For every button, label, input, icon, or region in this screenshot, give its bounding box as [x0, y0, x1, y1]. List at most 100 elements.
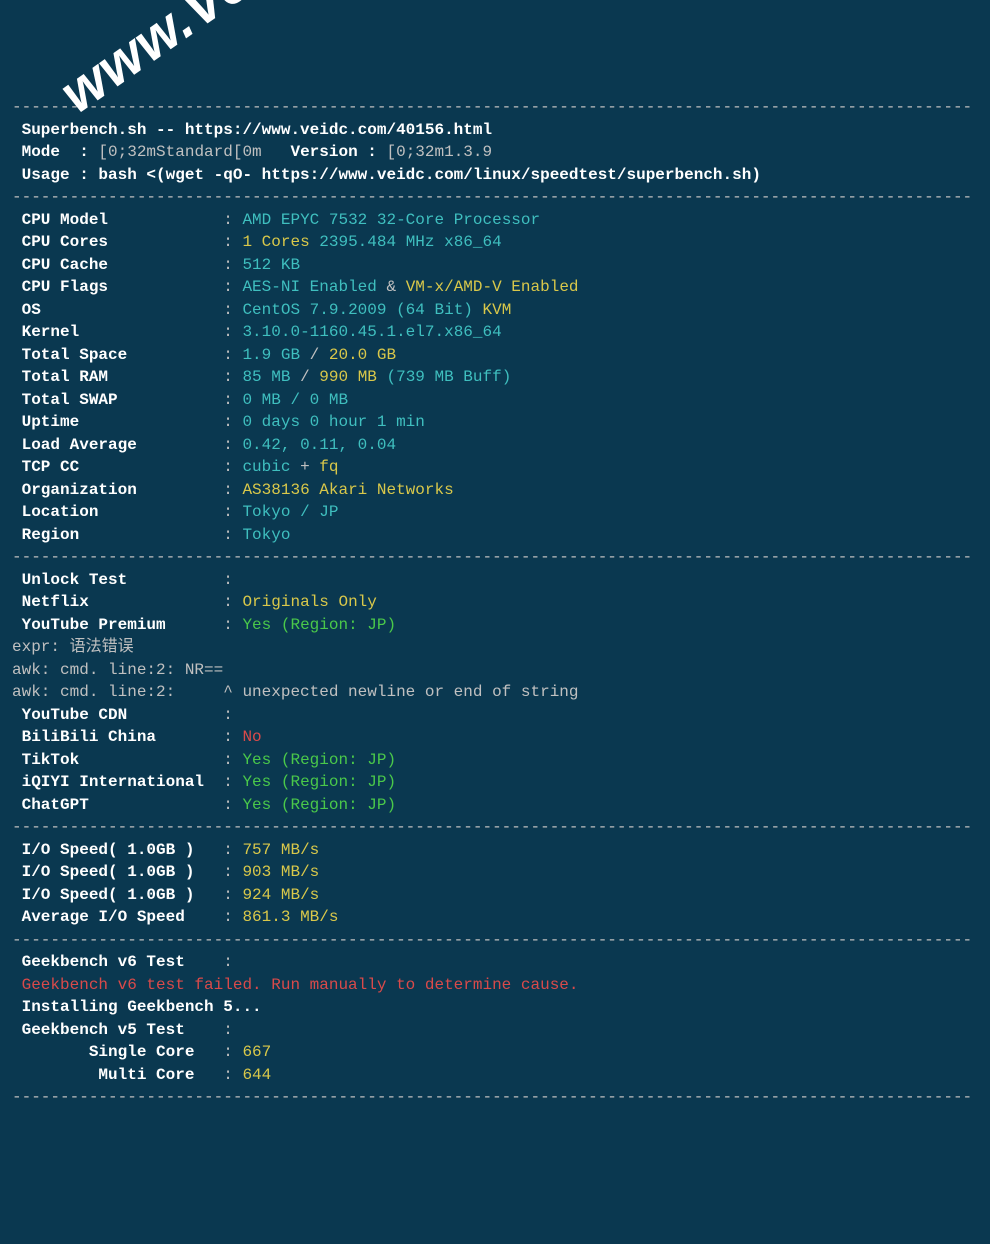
field-value: No [242, 728, 261, 746]
field-value: 85 MB [242, 368, 290, 386]
sysinfo-row: Location : Tokyo / JP [12, 501, 978, 524]
field-value: Tokyo / JP [242, 503, 338, 521]
geekbench-v5-header: Geekbench v5 Test : [12, 1019, 978, 1042]
field-value: 0 days 0 hour 1 min [242, 413, 424, 431]
sysinfo-row: Load Average : 0.42, 0.11, 0.04 [12, 434, 978, 457]
sysinfo-row: Region : Tokyo [12, 524, 978, 547]
unlock-row: Netflix : Originals Only [12, 591, 978, 614]
unlock-row: YouTube CDN : [12, 704, 978, 727]
field-value: 990 MB [319, 368, 377, 386]
field-label: Load Average [12, 436, 214, 454]
field-label: ChatGPT [12, 796, 214, 814]
sysinfo-row: CPU Cores : 1 Cores 2395.484 MHz x86_64 [12, 231, 978, 254]
field-value: 0 MB / 0 MB [242, 391, 348, 409]
sysinfo-row: Total SWAP : 0 MB / 0 MB [12, 389, 978, 412]
field-value: 1.9 GB [242, 346, 300, 364]
geekbench-v6-fail: Geekbench v6 test failed. Run manually t… [12, 974, 978, 997]
error-line: expr: 语法错误 [12, 636, 978, 659]
sysinfo-row: Total RAM : 85 MB / 990 MB (739 MB Buff) [12, 366, 978, 389]
field-value: fq [319, 458, 338, 476]
unlock-row: TikTok : Yes (Region: JP) [12, 749, 978, 772]
field-label: Unlock Test [12, 571, 214, 589]
field-label: Region [12, 526, 214, 544]
io-row: I/O Speed( 1.0GB ) : 924 MB/s [12, 884, 978, 907]
field-value: 20.0 GB [329, 346, 396, 364]
io-row: I/O Speed( 1.0GB ) : 757 MB/s [12, 839, 978, 862]
field-value: 3.10.0-1160.45.1.el7.x86_64 [242, 323, 501, 341]
field-label: Total Space [12, 346, 214, 364]
io-row: Average I/O Speed : 861.3 MB/s [12, 906, 978, 929]
field-value: VM-x/AMD-V Enabled [406, 278, 579, 296]
error-line: awk: cmd. line:2: NR== [12, 659, 978, 682]
header-usage: Usage : bash <(wget -qO- https://www.vei… [12, 164, 978, 187]
geekbench-multi: Multi Core : 644 [12, 1064, 978, 1087]
field-value: & [377, 278, 406, 296]
unlock-row: iQIYI International : Yes (Region: JP) [12, 771, 978, 794]
separator-line: ----------------------------------------… [12, 546, 978, 569]
separator-line: ----------------------------------------… [12, 929, 978, 952]
field-label: Uptime [12, 413, 214, 431]
sysinfo-row: TCP CC : cubic + fq [12, 456, 978, 479]
geekbench-installing: Installing Geekbench 5... [12, 996, 978, 1019]
field-label: TikTok [12, 751, 214, 769]
separator-line: ----------------------------------------… [12, 186, 978, 209]
field-label: CPU Cache [12, 256, 214, 274]
field-label: Average I/O Speed [12, 908, 214, 926]
field-value: KVM [473, 301, 511, 319]
separator-line: ----------------------------------------… [12, 96, 978, 119]
field-value: AES-NI Enabled [242, 278, 376, 296]
field-value: + [290, 458, 319, 476]
error-line: awk: cmd. line:2: ^ unexpected newline o… [12, 681, 978, 704]
sysinfo-row: CPU Model : AMD EPYC 7532 32-Core Proces… [12, 209, 978, 232]
field-label: BiliBili China [12, 728, 214, 746]
field-value: AMD EPYC 7532 32-Core Processor [242, 211, 540, 229]
header-mode: Mode : [0;32mStandard[0m Version : [0;32… [12, 141, 978, 164]
unlock-row: ChatGPT : Yes (Region: JP) [12, 794, 978, 817]
field-value: 924 MB/s [242, 886, 319, 904]
field-label: TCP CC [12, 458, 214, 476]
geekbench-v6-header: Geekbench v6 Test : [12, 951, 978, 974]
sysinfo-row: OS : CentOS 7.9.2009 (64 Bit) KVM [12, 299, 978, 322]
field-label: OS [12, 301, 214, 319]
terminal-output: ----------------------------------------… [12, 96, 978, 1109]
unlock-row: BiliBili China : No [12, 726, 978, 749]
field-label: I/O Speed( 1.0GB ) [12, 841, 214, 859]
field-label: Netflix [12, 593, 214, 611]
separator-line: ----------------------------------------… [12, 1086, 978, 1109]
unlock-header: Unlock Test : [12, 569, 978, 592]
field-value: Yes (Region: JP) [242, 773, 396, 791]
field-value: / [290, 368, 319, 386]
field-value: Originals Only [242, 593, 376, 611]
field-label: I/O Speed( 1.0GB ) [12, 886, 214, 904]
field-label: iQIYI International [12, 773, 214, 791]
unlock-row: YouTube Premium : Yes (Region: JP) [12, 614, 978, 637]
field-label: CPU Model [12, 211, 214, 229]
field-label: CPU Cores [12, 233, 214, 251]
field-value: / [300, 346, 329, 364]
geekbench-single: Single Core : 667 [12, 1041, 978, 1064]
sysinfo-row: Kernel : 3.10.0-1160.45.1.el7.x86_64 [12, 321, 978, 344]
field-label: CPU Flags [12, 278, 214, 296]
sysinfo-row: Organization : AS38136 Akari Networks [12, 479, 978, 502]
field-label: Organization [12, 481, 214, 499]
field-value: Yes (Region: JP) [242, 796, 396, 814]
field-value: 0.42, 0.11, 0.04 [242, 436, 396, 454]
field-value: 512 KB [242, 256, 300, 274]
field-value: Tokyo [242, 526, 290, 544]
field-value: CentOS 7.9.2009 (64 Bit) [242, 301, 472, 319]
field-value: AS38136 Akari Networks [242, 481, 453, 499]
field-label: I/O Speed( 1.0GB ) [12, 863, 214, 881]
field-label: Total RAM [12, 368, 214, 386]
field-label: YouTube CDN [12, 706, 214, 724]
field-label: Total SWAP [12, 391, 214, 409]
io-row: I/O Speed( 1.0GB ) : 903 MB/s [12, 861, 978, 884]
field-value: cubic [242, 458, 290, 476]
field-value: (739 MB Buff) [377, 368, 511, 386]
field-value: 861.3 MB/s [242, 908, 338, 926]
field-value: Yes (Region: JP) [242, 616, 396, 634]
sysinfo-row: Uptime : 0 days 0 hour 1 min [12, 411, 978, 434]
field-value: 1 Cores [242, 233, 309, 251]
field-label: YouTube Premium [12, 616, 214, 634]
header-title: Superbench.sh -- https://www.veidc.com/4… [12, 119, 978, 142]
sysinfo-row: Total Space : 1.9 GB / 20.0 GB [12, 344, 978, 367]
